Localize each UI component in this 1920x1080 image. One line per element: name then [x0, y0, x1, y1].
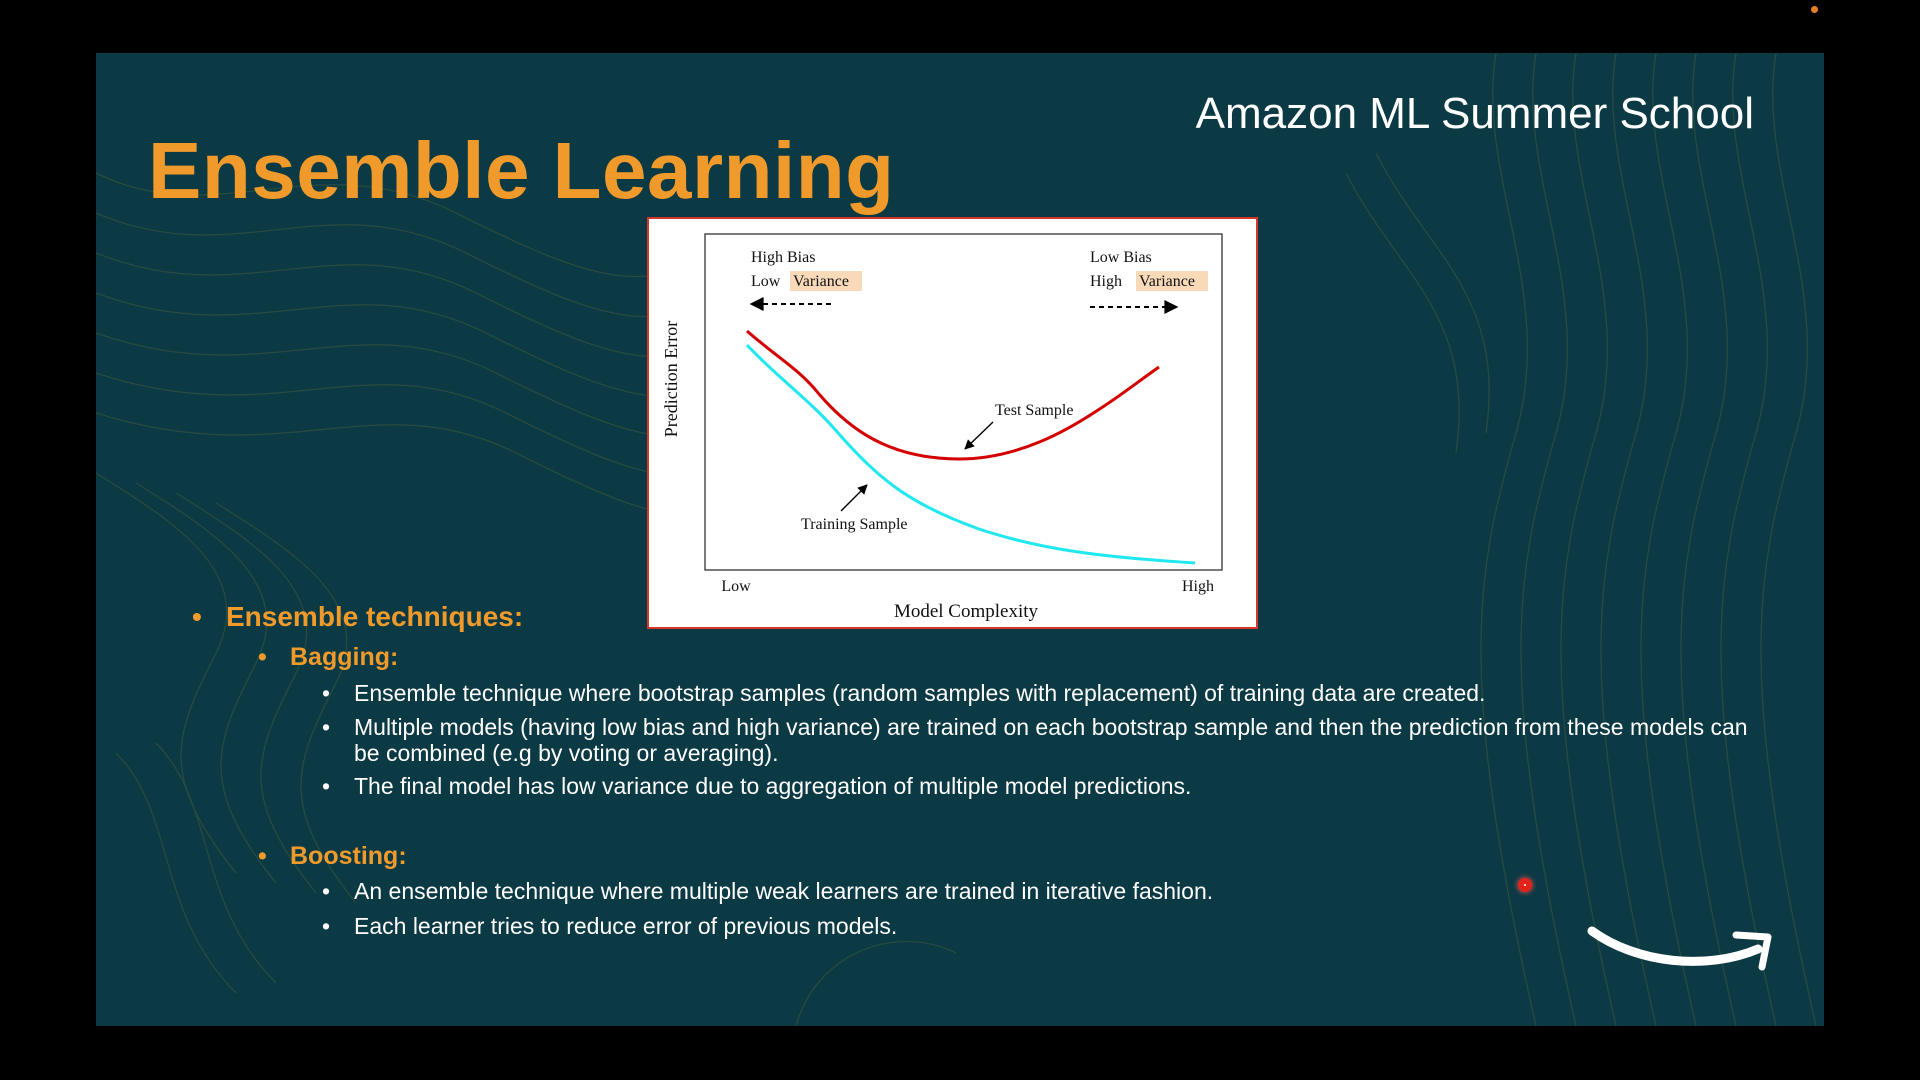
bullet-boosting: • Boosting:: [258, 842, 407, 871]
left-variance-word: Variance: [793, 273, 849, 290]
x-axis-high-label: High: [1182, 578, 1214, 595]
bullet-dot: •: [322, 714, 331, 740]
x-axis-low-label: Low: [721, 578, 751, 595]
right-variance-word: Variance: [1139, 273, 1195, 290]
bagging-point-text: Ensemble technique where bootstrap sampl…: [354, 680, 1486, 706]
boosting-point-text: Each learner tries to reduce error of pr…: [354, 913, 898, 939]
brand-label: Amazon ML Summer School: [1195, 89, 1754, 138]
training-sample-pointer-arrow: [840, 484, 868, 512]
right-region-label-line1: Low Bias: [1090, 249, 1152, 266]
amazon-smile-logo: [1587, 926, 1772, 971]
test-sample-label: Test Sample: [995, 402, 1073, 419]
boosting-point: • An ensemble technique where multiple w…: [322, 878, 1774, 904]
training-sample-curve: [745, 343, 1196, 565]
training-sample-label: Training Sample: [801, 516, 908, 533]
bullet-dot: •: [322, 773, 331, 799]
bagging-point: • Ensemble technique where bootstrap sam…: [322, 680, 1774, 706]
y-axis-label: Prediction Error: [661, 321, 681, 437]
left-region-label-line1: High Bias: [751, 249, 815, 266]
bullet-ensemble-techniques: • Ensemble techniques:: [192, 601, 524, 633]
left-variance-highlight: [790, 271, 862, 291]
test-sample-curve: [746, 329, 1160, 461]
bagging-point: • The final model has low variance due t…: [322, 773, 1774, 799]
bullet-dot: •: [258, 842, 267, 870]
bullet-dot: •: [322, 680, 331, 706]
right-region-label-prefix: High: [1090, 273, 1122, 290]
plot-frame: [704, 233, 1223, 571]
recording-indicator-dot: [1811, 6, 1818, 13]
bias-variance-figure: Prediction Error Model Complexity Low Hi…: [647, 217, 1258, 629]
test-sample-pointer-arrow: [964, 421, 994, 450]
x-axis-label: Model Complexity: [894, 601, 1039, 622]
laser-pointer-icon: [1518, 878, 1532, 892]
bullet-dot: •: [258, 643, 267, 671]
boosting-label: Boosting:: [290, 842, 407, 870]
slide-title: Ensemble Learning: [148, 126, 895, 215]
slide: Amazon ML Summer School Ensemble Learnin…: [96, 53, 1824, 1026]
bagging-point-text: The final model has low variance due to …: [354, 773, 1192, 799]
bullet-dot: •: [322, 913, 331, 939]
boosting-point-text: An ensemble technique where multiple wea…: [354, 878, 1214, 904]
right-variance-highlight: [1136, 271, 1208, 291]
ensemble-techniques-heading: Ensemble techniques:: [226, 601, 524, 632]
background-contour-lines: [96, 53, 1817, 1026]
left-region-label-prefix: Low: [751, 273, 784, 290]
bullet-dot: •: [192, 601, 202, 632]
bagging-point: • Multiple models (having low bias and h…: [322, 714, 1774, 766]
boosting-point: • Each learner tries to reduce error of …: [322, 913, 1774, 939]
bagging-label: Bagging:: [290, 643, 399, 671]
bullet-bagging: • Bagging:: [258, 643, 399, 672]
bagging-point-text: Multiple models (having low bias and hig…: [354, 714, 1748, 766]
bullet-dot: •: [322, 878, 331, 904]
